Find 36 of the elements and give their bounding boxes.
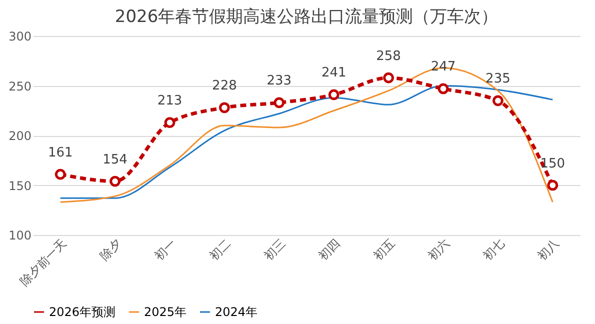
x-tick-label: 初四 bbox=[316, 236, 343, 263]
y-tick-label: 300 bbox=[8, 30, 32, 44]
y-tick-label: 200 bbox=[8, 129, 32, 143]
x-tick-label: 初五 bbox=[370, 236, 398, 263]
point bbox=[383, 72, 394, 84]
x-tick-label: 初二 bbox=[206, 236, 234, 263]
point bbox=[328, 89, 340, 100]
data-label: 241 bbox=[321, 66, 346, 81]
x-tick-label: 初七 bbox=[480, 236, 507, 263]
point bbox=[54, 168, 66, 180]
data-label: 233 bbox=[266, 74, 292, 89]
point bbox=[547, 180, 558, 191]
y-tick-label: 100 bbox=[8, 228, 32, 242]
data-label: 258 bbox=[376, 48, 401, 64]
point bbox=[164, 117, 176, 128]
data-label: 161 bbox=[48, 145, 73, 160]
x-tick-label: 初三 bbox=[261, 236, 288, 263]
point bbox=[274, 97, 285, 108]
y-tick-label: 150 bbox=[8, 178, 32, 193]
legend-label: 2026年预测 bbox=[49, 305, 116, 319]
data-label: 235 bbox=[486, 72, 510, 87]
x-tick-label: 除夕 bbox=[97, 236, 124, 263]
data-label: 228 bbox=[212, 78, 237, 94]
data-label: 213 bbox=[157, 94, 182, 109]
point bbox=[438, 83, 449, 94]
data-label: 154 bbox=[102, 152, 128, 168]
x-tick-label: 初一 bbox=[152, 236, 179, 263]
point bbox=[492, 95, 504, 106]
x-tick-label: 初六 bbox=[425, 236, 452, 263]
point bbox=[219, 102, 230, 114]
legend-label: 2025年 bbox=[144, 305, 187, 319]
point bbox=[110, 176, 120, 187]
y-tick-label: 250 bbox=[8, 79, 32, 94]
chart-title: 2026年春节假期高速公路出口流量预测（万车次） bbox=[114, 7, 498, 27]
legend-label: 2024年 bbox=[215, 305, 258, 319]
x-tick-label: 初八 bbox=[534, 236, 562, 263]
